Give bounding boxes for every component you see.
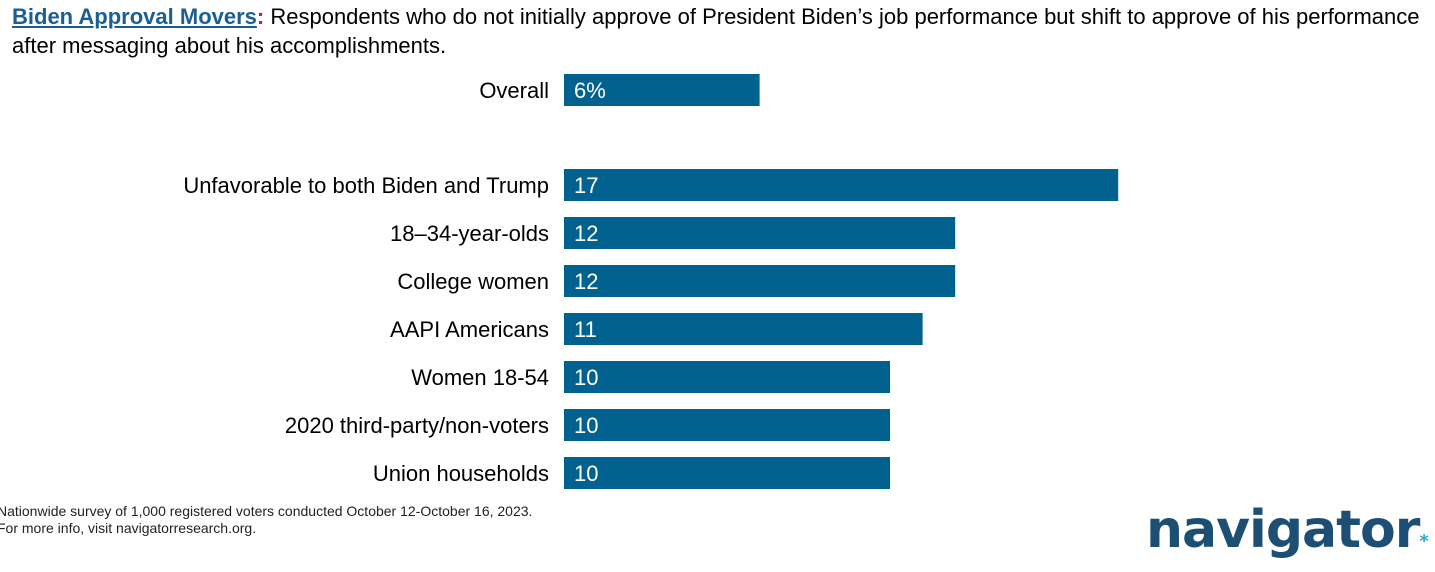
value-label-aapi-americans: 11: [574, 317, 597, 342]
bar-women-18-54: [564, 361, 890, 393]
footnote-survey: Nationwide survey of 1,000 registered vo…: [0, 503, 533, 519]
bar-union-households: [564, 457, 890, 489]
value-label-18-34-year-olds: 12: [574, 221, 598, 246]
category-label-overall: Overall: [479, 78, 549, 103]
category-label-unfavorable-to-both-biden-and-trump: Unfavorable to both Biden and Trump: [183, 173, 549, 198]
bar-chart: Overall 6% Unfavorable to both Biden and T…: [183, 74, 1119, 489]
category-label-college-women: College women: [397, 269, 549, 294]
value-label-college-women: 12: [574, 269, 598, 294]
category-label-18-34-year-olds: 18–34-year-olds: [390, 221, 549, 246]
bar-2020-third-party-non-voters: [564, 409, 890, 441]
chart-title: Biden Approval Movers: Respondents who d…: [12, 2, 1422, 60]
bar-18-34-year-olds: [564, 217, 956, 249]
footnote-more-info: For more info, visit navigatorresearch.o…: [0, 520, 257, 536]
title-colon: :: [256, 4, 265, 29]
category-label-union-households: Union households: [373, 461, 549, 486]
title-lead: Biden Approval Movers: [12, 4, 257, 29]
navigator-logo: navigator*: [1146, 500, 1429, 572]
category-label-2020-third-party-non-voters: 2020 third-party/non-voters: [285, 413, 549, 438]
value-label-2020-third-party-non-voters: 10: [574, 413, 598, 438]
footnote: Nationwide survey of 1,000 registered vo…: [0, 503, 532, 537]
bar-college-women: [564, 265, 956, 297]
category-label-women-18-54: Women 18-54: [411, 365, 549, 390]
value-label-unfavorable-to-both-biden-and-trump: 17: [574, 173, 598, 198]
category-label-aapi-americans: AAPI Americans: [390, 317, 549, 342]
bar-unfavorable-to-both-biden-and-trump: [564, 169, 1119, 201]
bar-overall: [564, 74, 760, 106]
title-description: Respondents who do not initially approve…: [12, 4, 1420, 58]
logo-text: navigator: [1146, 500, 1420, 560]
bar-aapi-americans: [564, 313, 923, 345]
value-label-women-18-54: 10: [574, 365, 598, 390]
value-label-overall: 6%: [574, 78, 606, 103]
logo-mark: *: [1419, 531, 1428, 552]
value-label-union-households: 10: [574, 461, 598, 486]
